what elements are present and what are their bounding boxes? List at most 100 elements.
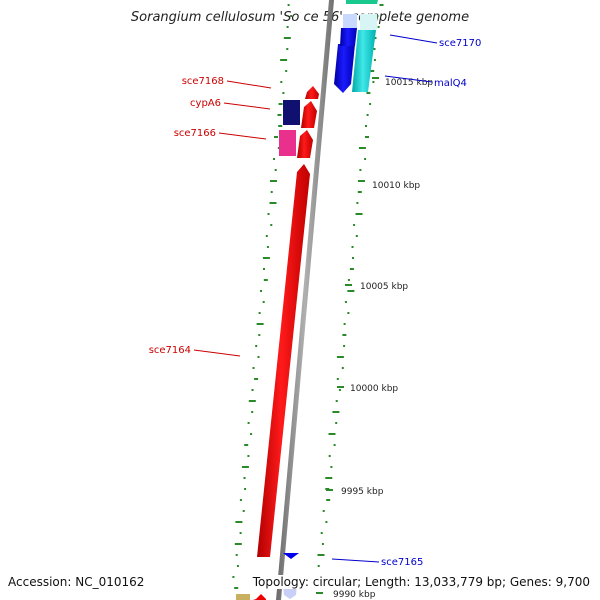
- gene-sce7166-pink: [279, 130, 296, 156]
- gc-mark: [242, 510, 245, 512]
- gc-mark: [379, 4, 384, 6]
- gc-mark: [270, 180, 277, 182]
- gc-mark: [355, 235, 358, 237]
- gc-mark: [330, 466, 333, 468]
- topology-text: Topology: circular; Length: 13,033,779 b…: [252, 575, 590, 589]
- gc-mark: [349, 268, 354, 270]
- gc-mark: [373, 59, 376, 61]
- gc-mark: [343, 345, 346, 347]
- gc-mark: [256, 323, 264, 325]
- gc-mark: [247, 455, 250, 457]
- gc-mark: [342, 334, 347, 336]
- tick-label-10015: 10015 kbp: [385, 78, 433, 88]
- ruler-ticks: [316, 77, 379, 594]
- gc-mark: [347, 312, 350, 314]
- gc-mark: [352, 257, 354, 259]
- leader-sce7166: [218, 132, 267, 140]
- gene-sce7169: [340, 28, 357, 46]
- gene-label-sce7165: sce7165: [381, 557, 423, 568]
- gc-mark: [277, 114, 282, 116]
- gc-mark: [236, 565, 239, 567]
- gc-mark: [270, 191, 273, 193]
- gc-mark: [232, 576, 235, 578]
- gc-mark: [241, 466, 249, 468]
- gc-mark: [325, 477, 333, 479]
- gc-mark: [365, 125, 367, 127]
- gc-mark: [366, 114, 369, 116]
- gc-mark: [235, 521, 243, 523]
- gc-mark: [317, 554, 325, 556]
- gc-mark: [357, 191, 362, 193]
- gc-mark: [260, 290, 262, 292]
- gene-label-sce7168: sce7168: [182, 76, 224, 87]
- gc-mark: [280, 81, 283, 83]
- gc-mark: [282, 92, 285, 94]
- leader-malQ4: [384, 75, 433, 83]
- gc-mark: [285, 70, 288, 72]
- gene-label-sce7166: sce7166: [174, 128, 216, 139]
- gc-mark: [250, 433, 253, 435]
- gc-mark: [234, 587, 239, 589]
- gc-mark: [239, 532, 242, 534]
- gc-mark: [239, 499, 242, 501]
- gene-label-cypA6: cypA6: [190, 98, 221, 109]
- gene-label-sce7164: sce7164: [149, 345, 191, 356]
- gc-mark: [287, 4, 290, 6]
- gc-mark: [290, 15, 293, 17]
- genome-backbone: [276, 0, 334, 600]
- gene-sce7165: [283, 553, 299, 559]
- gc-mark: [372, 81, 375, 83]
- gc-mark: [335, 400, 338, 402]
- gc-mark: [252, 367, 255, 369]
- gc-mark: [335, 422, 338, 424]
- gc-mark: [234, 543, 242, 545]
- leader-sce7170: [389, 34, 438, 44]
- gc-mark: [326, 499, 331, 501]
- gc-mark: [270, 224, 273, 226]
- gc-mark: [328, 433, 336, 435]
- gc-mark: [267, 213, 270, 215]
- gene-sce7166: [297, 130, 313, 158]
- gene-label-malQ4: malQ4: [434, 78, 467, 89]
- gene-sce7168: [305, 86, 319, 99]
- gc-mark: [262, 257, 270, 259]
- gc-mark: [286, 48, 289, 50]
- tick-label-10005: 10005 kbp: [360, 282, 408, 292]
- gc-mark: [320, 532, 323, 534]
- gc-mark: [251, 411, 254, 413]
- gene-cypA6: [283, 100, 300, 125]
- gc-mark: [258, 334, 261, 336]
- gc-mark: [373, 48, 376, 50]
- gene-label-sce7170: sce7170: [439, 38, 481, 49]
- gc-mark: [248, 400, 256, 402]
- gc-mark: [344, 301, 347, 303]
- gc-mark: [374, 37, 377, 39]
- tick-label-10000: 10000 kbp: [350, 384, 398, 394]
- gc-mark: [365, 136, 369, 138]
- gc-mark: [336, 378, 339, 380]
- gc-mark: [347, 290, 355, 292]
- gc-mark: [247, 422, 250, 424]
- gc-mark: [278, 125, 283, 127]
- gc-mark: [364, 158, 367, 160]
- gc-mark: [366, 92, 371, 94]
- gc-mark: [325, 521, 328, 523]
- gc-mark: [244, 488, 247, 490]
- gc-mark: [274, 169, 277, 171]
- gc-mark: [341, 367, 344, 369]
- gc-mark: [321, 543, 324, 545]
- accession-text: Accession: NC_010162: [8, 575, 145, 589]
- gc-mark: [263, 268, 265, 270]
- gc-mark: [338, 389, 341, 391]
- leader-cypA6: [223, 102, 271, 110]
- gene-malQ4: [334, 44, 355, 93]
- gc-mark: [254, 378, 259, 380]
- gc-mark: [266, 246, 269, 248]
- gc-mark: [244, 444, 249, 446]
- leader-sce7168: [226, 80, 272, 89]
- tick-label-10010: 10010 kbp: [372, 181, 420, 191]
- gc-mark: [277, 147, 280, 149]
- gc-mark: [283, 37, 291, 39]
- gc-mark: [265, 235, 268, 237]
- gc-mark: [369, 103, 372, 105]
